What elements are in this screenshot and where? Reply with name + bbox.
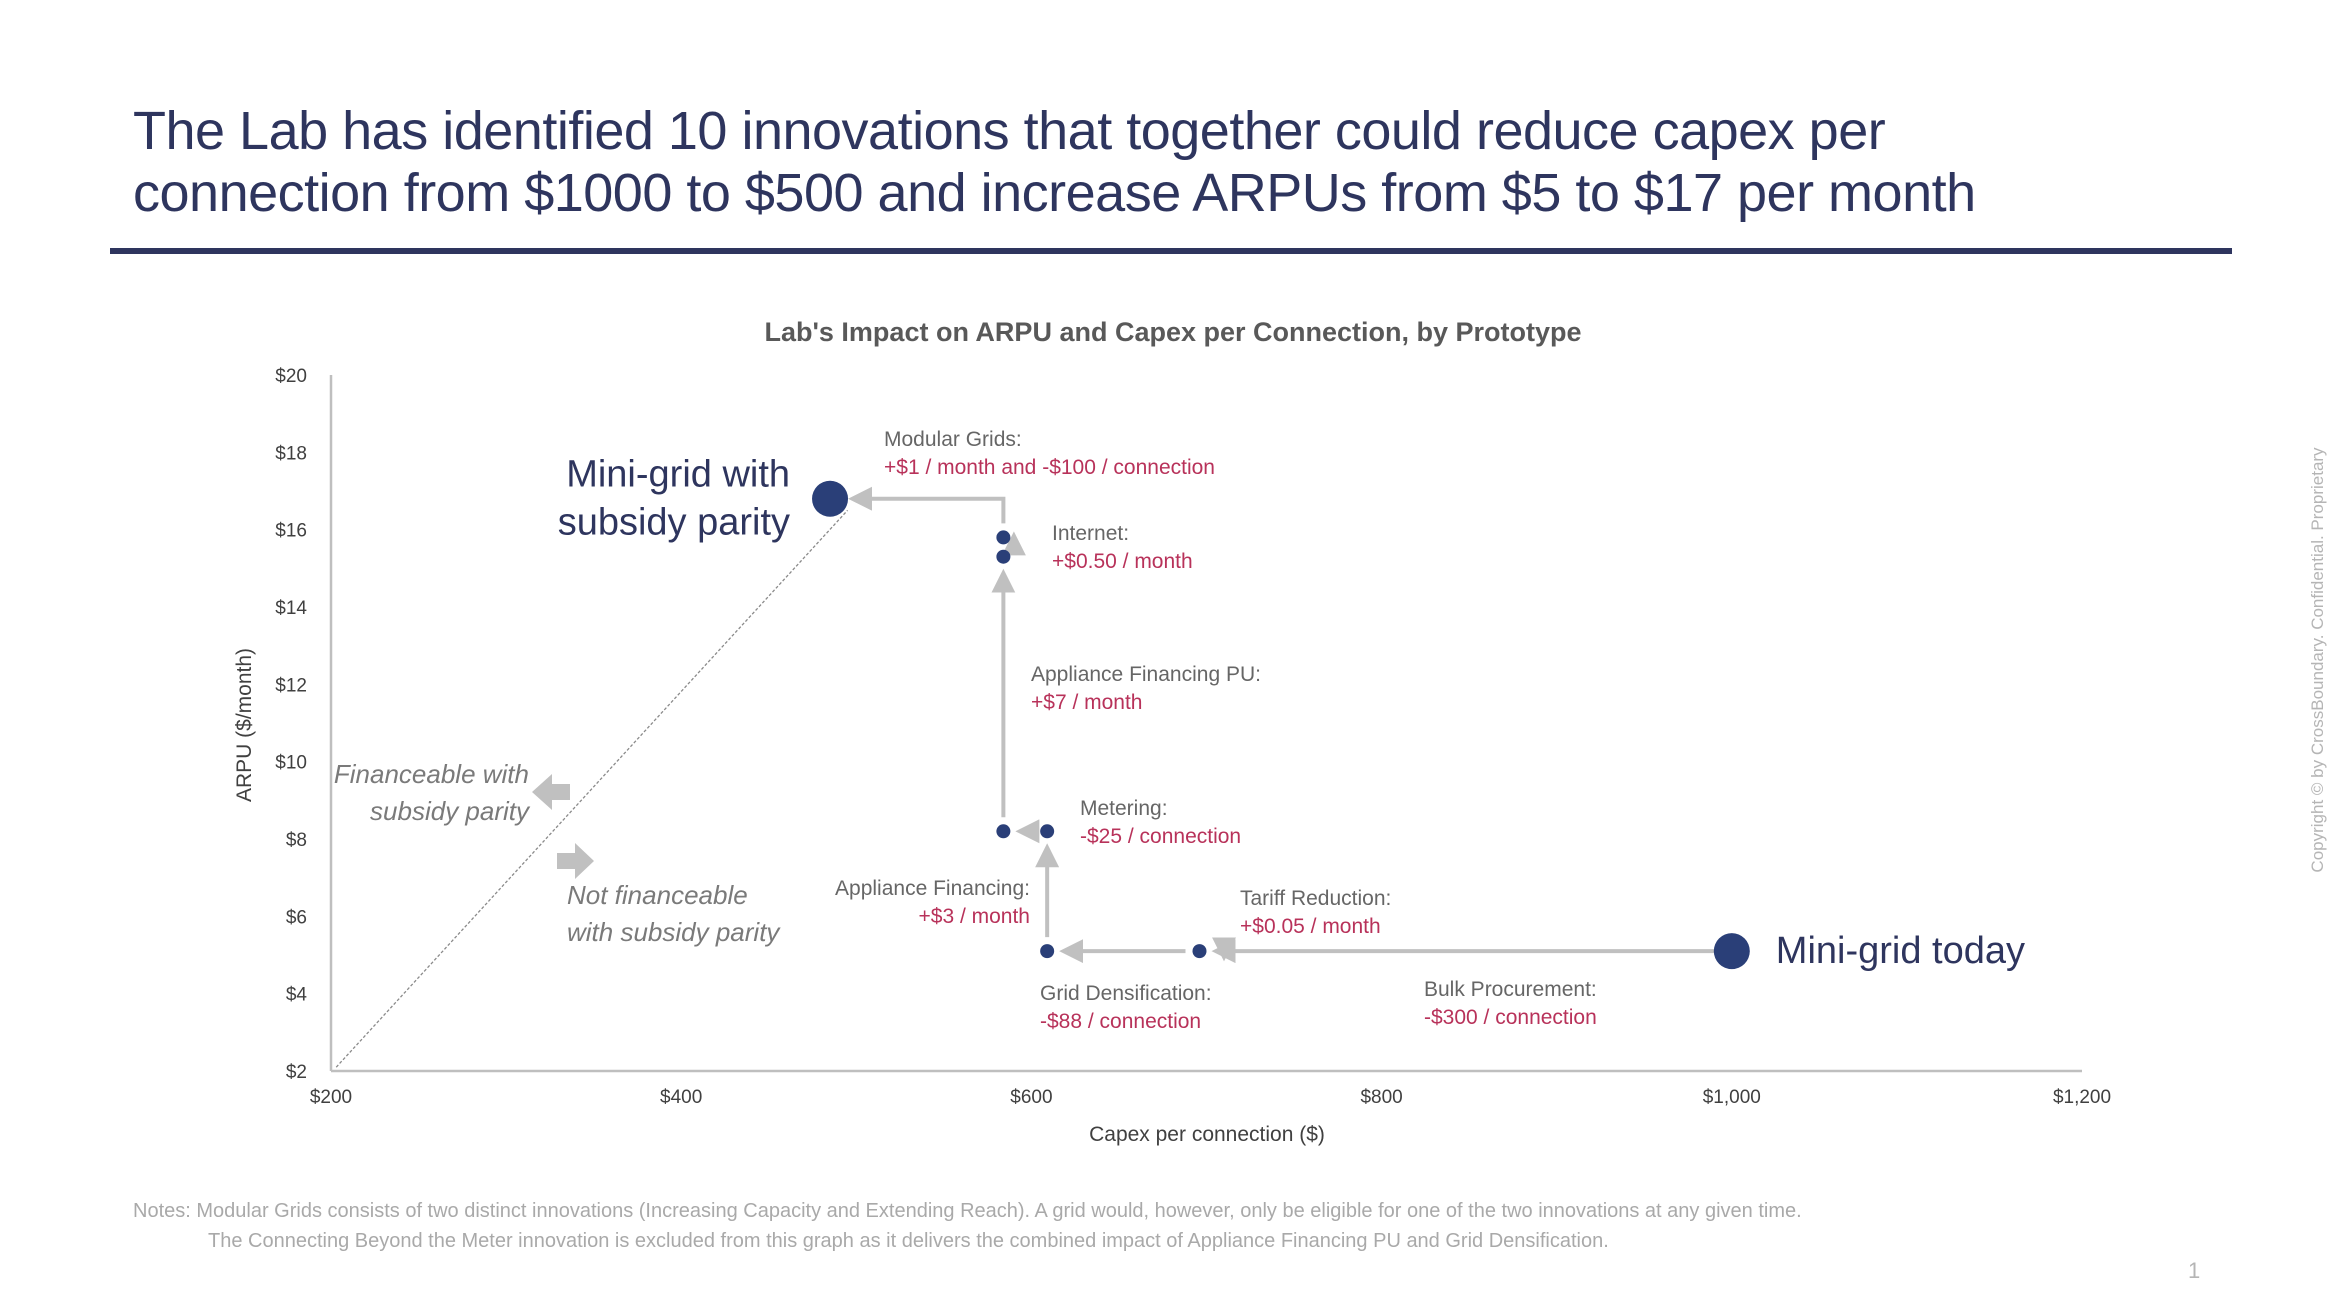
step-impact-appliance-financing-pu: +$7 / month	[1031, 691, 1143, 714]
point-after-internet	[996, 530, 1011, 545]
annotation-financeable-line-1: Financeable with	[334, 759, 529, 789]
axes: $200 $400 $600 $800 $1,000 $1,200 $2 $4 $6 $8 $10 $…	[275, 366, 2111, 1108]
x-tick-label: $200	[310, 1087, 352, 1108]
x-tick-label: $1,000	[1703, 1087, 1761, 1108]
x-tick-label: $800	[1360, 1087, 1402, 1108]
step-arrows	[848, 486, 1718, 964]
step-impact-metering: -$25 / connection	[1080, 825, 1241, 848]
label-subsidy-parity-line-2: subsidy parity	[558, 502, 790, 544]
point-after-appliance-financing-pu	[996, 549, 1011, 564]
data-points: Mini-grid today Mini-grid with subsidy par…	[558, 454, 2025, 972]
y-tick-label: $10	[275, 753, 307, 774]
arrow-right-icon	[557, 843, 594, 879]
point-after-metering	[996, 824, 1011, 839]
copyright-notice: Copyright © by CrossBoundary. Confidenti…	[2308, 447, 2327, 873]
region-annotations: Financeable with subsidy parity Not financ…	[334, 759, 782, 947]
label-subsidy-parity-line-1: Mini-grid with	[566, 454, 790, 496]
arrow-modular-grids	[848, 486, 1006, 524]
step-impact-internet: +$0.50 / month	[1052, 550, 1193, 573]
note-line-1: Notes: Modular Grids consists of two dis…	[133, 1200, 1802, 1222]
step-name-tariff-reduction: Tariff Reduction:	[1240, 887, 1391, 910]
step-impact-grid-densification: -$88 / connection	[1040, 1010, 1201, 1033]
subsidy-parity-line	[335, 509, 849, 1068]
x-tick-label: $1,200	[2053, 1087, 2111, 1108]
y-tick-label: $12	[275, 675, 307, 696]
point-mini-grid-today	[1713, 933, 1750, 970]
step-name-grid-densification: Grid Densification:	[1040, 982, 1212, 1005]
y-tick-label: $4	[286, 985, 308, 1006]
step-impact-modular-grids: +$1 / month and -$100 / connection	[884, 456, 1215, 479]
y-axis-label: ARPU ($/month)	[233, 648, 256, 802]
point-mini-grid-subsidy-parity	[812, 480, 849, 517]
y-tick-label: $2	[286, 1062, 307, 1083]
step-labels: Bulk Procurement: -$300 / connection Tarif…	[835, 428, 1597, 1033]
step-name-appliance-financing-pu: Appliance Financing PU:	[1031, 663, 1261, 686]
annotation-not-financeable-line-2: with subsidy parity	[567, 917, 781, 947]
slide-title-line-1: The Lab has identified 10 innovations th…	[133, 101, 1886, 161]
chart-title: Lab's Impact on ARPU and Capex per Conne…	[764, 317, 1581, 347]
x-tick-label: $400	[660, 1087, 702, 1108]
label-mini-grid-today: Mini-grid today	[1776, 930, 2025, 972]
slide-title: The Lab has identified 10 innovations th…	[133, 100, 2233, 224]
point-after-bulk-procurement	[1192, 944, 1207, 959]
step-impact-appliance-financing: +$3 / month	[919, 905, 1031, 928]
y-tick-label: $8	[286, 830, 307, 851]
notes: Notes: Modular Grids consists of two dis…	[133, 1196, 1802, 1256]
step-name-metering: Metering:	[1080, 797, 1168, 820]
step-name-internet: Internet:	[1052, 522, 1129, 545]
step-impact-bulk-procurement: -$300 / connection	[1424, 1006, 1597, 1029]
parity-line-group	[335, 509, 849, 1068]
point-after-appliance-financing	[1040, 824, 1055, 839]
note-line-2: The Connecting Beyond the Meter innovati…	[208, 1230, 1609, 1252]
page-number: 1	[2188, 1258, 2201, 1283]
title-divider	[110, 248, 2232, 254]
y-tick-label: $20	[275, 366, 307, 387]
y-tick-label: $18	[275, 443, 307, 464]
x-tick-label: $600	[1010, 1087, 1052, 1108]
y-tick-label: $16	[275, 521, 307, 542]
point-after-grid-densification	[1040, 944, 1055, 959]
slide-title-line-2: connection from $1000 to $500 and increa…	[133, 163, 1976, 223]
x-axis-label: Capex per connection ($)	[1089, 1123, 1325, 1146]
step-impact-tariff-reduction: +$0.05 / month	[1240, 915, 1381, 938]
y-tick-label: $14	[275, 598, 307, 619]
step-name-modular-grids: Modular Grids:	[884, 428, 1022, 451]
annotation-not-financeable-line-1: Not financeable	[567, 880, 748, 910]
step-name-appliance-financing: Appliance Financing:	[835, 877, 1030, 900]
annotation-financeable-line-2: subsidy parity	[370, 796, 531, 826]
y-tick-label: $6	[286, 907, 307, 928]
step-name-bulk-procurement: Bulk Procurement:	[1424, 978, 1597, 1001]
arrow-left-icon	[532, 774, 570, 810]
